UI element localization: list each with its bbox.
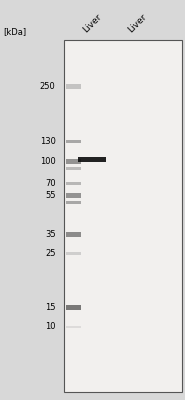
Bar [66, 305, 81, 310]
Bar [66, 201, 81, 204]
Text: 250: 250 [40, 82, 56, 91]
Bar [78, 157, 106, 162]
Bar [66, 193, 81, 198]
Text: Liver: Liver [126, 12, 148, 34]
Text: 70: 70 [45, 179, 56, 188]
Text: 55: 55 [45, 191, 56, 200]
Bar [66, 84, 81, 89]
Text: [kDa]: [kDa] [4, 27, 27, 36]
Text: 130: 130 [40, 137, 55, 146]
Bar [66, 182, 81, 185]
Text: 100: 100 [40, 157, 56, 166]
Text: 35: 35 [45, 230, 56, 239]
Text: Liver: Liver [81, 12, 104, 34]
Text: 25: 25 [45, 249, 56, 258]
Bar [66, 167, 81, 170]
Bar [66, 159, 81, 164]
Text: 10: 10 [45, 322, 56, 331]
Bar [66, 326, 81, 328]
Bar [66, 252, 81, 255]
Bar [66, 232, 81, 237]
Bar [64, 40, 182, 392]
Bar [66, 140, 81, 143]
Text: 15: 15 [45, 303, 56, 312]
